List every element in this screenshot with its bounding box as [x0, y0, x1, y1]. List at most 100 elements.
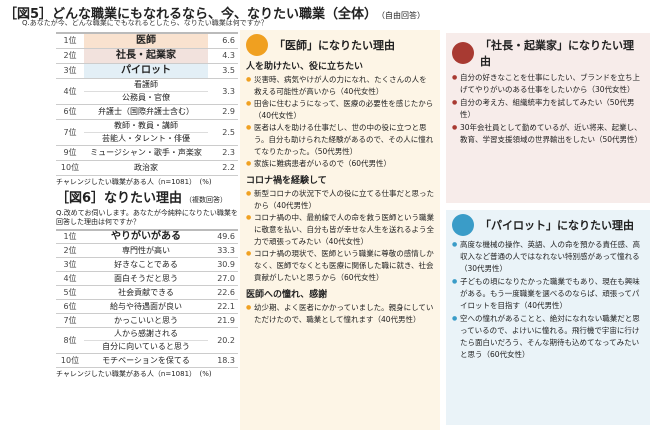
reason-item: 田舎に住むようになって、医療の必要性を感じたから（40代女性）: [246, 98, 434, 122]
section-heading: 人を助けたい、役に立ちたい: [246, 62, 364, 72]
rank-cell: 5位: [56, 285, 84, 300]
rank-cell: 10位: [56, 160, 84, 176]
item-label: 人から感謝される: [114, 329, 178, 338]
reason-item: 高度な機械の操作、英語、人の命を預かる責任感、高収入など普通の人ではなれない特別…: [452, 239, 644, 275]
item-label: やりがいがある: [111, 230, 181, 242]
rank-cell: 2位: [56, 48, 84, 64]
rank-cell: 6位: [56, 104, 84, 120]
value-cell: 2.5: [208, 119, 238, 146]
rank-cell: 9位: [56, 145, 84, 161]
title-text: ［図6］なりたい理由: [56, 190, 183, 206]
item-label: 面白そうだと思う: [114, 273, 178, 283]
item-label: かっこいいと思う: [114, 315, 178, 325]
item-cell: 人から感謝される自分に向いていると思う: [84, 327, 208, 354]
panel-title: 「パイロット」になりたい理由: [480, 219, 634, 232]
item-label: パイロット: [121, 64, 171, 76]
item-label: 医師: [136, 34, 156, 46]
item-label: 教師・教員・講師: [114, 120, 178, 130]
value-cell: 22.1: [208, 299, 238, 314]
title-text: ［図5］どんな職業にもなれるなら、今、なりたい職業（全体）: [4, 7, 378, 22]
table-row: 10位 政治家 2.2: [56, 160, 238, 176]
rank-cell: 6位: [56, 299, 84, 314]
reason-item: コロナ禍の中、最前線で人の命を救う医師という職業に敬意を払い、自分も皆が幸せな人…: [246, 212, 434, 248]
rank-cell: 1位: [56, 33, 84, 49]
rank-cell: 4位: [56, 271, 84, 286]
value-cell: 22.6: [208, 285, 238, 300]
value-cell: 3.3: [208, 78, 238, 105]
rank-cell: 7位: [56, 313, 84, 328]
item-label: 芸能人・タレント・俳優: [84, 131, 208, 145]
doctor-avatar-icon: [246, 34, 268, 56]
reason-item: 災害時、病気やけが人の力になれ、たくさんの人を救える可能性が高いから（40代女性…: [246, 74, 434, 98]
section-heading: 医師への憧れ、感謝: [246, 290, 328, 300]
table-row: 7位 かっこいいと思う 21.9: [56, 313, 238, 328]
table-row: 4位 面白そうだと思う 27.0: [56, 271, 238, 286]
value-cell: 2.9: [208, 104, 238, 120]
title-note: （自由回答）: [381, 11, 426, 20]
reason-item: 医者は人を助ける仕事だし、世の中の役に立つと思う。自分も助けられた経験があるので…: [246, 122, 434, 158]
value-cell: 2.2: [208, 160, 238, 176]
rank-cell: 8位: [56, 327, 84, 354]
table-row: 9位 ミュージシャン・歌手・声楽家 2.3: [56, 145, 238, 161]
table-row: 4位 看護師 公務員・官僚 3.3: [56, 78, 238, 105]
figure6-footnote: チャレンジしたい職業がある人（n=1081） (%): [56, 370, 212, 378]
item-label: 政治家: [134, 162, 158, 172]
item-label: 弁護士（国際弁護士含む）: [98, 106, 194, 116]
value-cell: 21.9: [208, 313, 238, 328]
item-cell: 給与や待遇面が良い: [84, 299, 208, 314]
reason-item: 幼少期、よく医者にかかっていました。親身にしていただけたので、職業として憧れます…: [246, 302, 434, 326]
table-row: 8位 人から感謝される 自分に向いていると思う 20.2: [56, 327, 238, 354]
figure5-footnote: チャレンジしたい職業がある人（n=1081） (%): [56, 177, 212, 186]
table-row: 10位 モチベーションを保てる 18.3: [56, 353, 238, 368]
rank-cell: 3位: [56, 63, 84, 79]
item-cell: 政治家: [84, 160, 208, 176]
value-cell: 2.3: [208, 145, 238, 161]
reason-item: コロナ禍の現状で、医師という職業に尊敬の感情しかなく、医師でなくとも医療に関係し…: [246, 248, 434, 284]
item-cell: パイロット: [84, 63, 208, 79]
table-row: 6位 給与や待遇面が良い 22.1: [56, 299, 238, 314]
table-row: 3位 パイロット 3.5: [56, 63, 238, 79]
rank-cell: 7位: [56, 119, 84, 146]
value-cell: 6.6: [208, 33, 238, 49]
rank-cell: 10位: [56, 353, 84, 368]
item-cell: かっこいいと思う: [84, 313, 208, 328]
item-label: 専門性が高い: [122, 245, 170, 255]
table-row: 1位 医師 6.6: [56, 33, 238, 49]
item-cell: 医師: [84, 33, 208, 49]
figure6-question: Q.改めてお伺いします。あなたが今純粋になりたい職業を回答した理由は何ですか？: [56, 208, 238, 226]
item-label: 社長・起業家: [116, 49, 176, 61]
table-row: 7位 教師・教員・講師 芸能人・タレント・俳優 2.5: [56, 119, 238, 146]
title-note: （複数回答）: [185, 195, 228, 204]
item-cell: 社長・起業家: [84, 48, 208, 64]
pilot-avatar-icon: [452, 214, 474, 236]
reason-item: 家族に難病患者がいるので（60代男性）: [246, 158, 434, 170]
figure5-title: ［図5］どんな職業にもなれるなら、今、なりたい職業（全体） （自由回答）: [4, 3, 425, 22]
value-cell: 4.3: [208, 48, 238, 64]
item-label: ミュージシャン・歌手・声楽家: [90, 147, 202, 157]
item-cell: 専門性が高い: [84, 243, 208, 258]
value-cell: 30.9: [208, 257, 238, 272]
reason-item: 新型コロナの状況下で人の役に立てる仕事だと思ったから（40代男性）: [246, 188, 434, 212]
value-cell: 33.3: [208, 243, 238, 258]
figure6-title: ［図6］なりたい理由 （複数回答）: [56, 191, 238, 208]
left-column: 1位 医師 6.6 2位 社長・起業家 4.3 3位 パイロット 3.5 4位 看護師 公務員・官僚 3…: [56, 32, 238, 379]
value-cell: 3.5: [208, 63, 238, 79]
panel-title: 「医師」になりたい理由: [274, 39, 395, 52]
doctor-reasons-panel: 「医師」になりたい理由 人を助けたい、役に立ちたい災害時、病気やけが人の力になれ…: [240, 30, 440, 430]
item-label: 自分に向いていると思う: [84, 340, 208, 353]
item-cell: 社会貢献できる: [84, 285, 208, 300]
table-row: 2位 社長・起業家 4.3: [56, 48, 238, 64]
reason-item: 30年会社員として勤めているが、近い将来、起業し、教育、学習支援領域の世界輸出を…: [452, 122, 644, 146]
figure5-question: Q.あなたが今、どんな職業にでもなれるとしたら、なりたい職業は何ですか？: [22, 19, 268, 27]
pilot-reasons-panel: 「パイロット」になりたい理由 高度な機械の操作、英語、人の命を預かる責任感、高収…: [446, 210, 650, 425]
rank-cell: 3位: [56, 257, 84, 272]
item-cell: やりがいがある: [84, 229, 208, 244]
item-cell: ミュージシャン・歌手・声楽家: [84, 145, 208, 161]
value-cell: 27.0: [208, 271, 238, 286]
businessman-avatar-icon: [452, 42, 474, 64]
reason-item: 空への憧れがあることと、絶対になれない職業だと思っているので、よけいに憧れる。飛…: [452, 313, 644, 361]
reason-ranking-table: 1位 やりがいがある 49.6 2位 専門性が高い 33.3 3位 好きなことである 30.9 4…: [56, 228, 238, 368]
rank-cell: 1位: [56, 229, 84, 244]
table-row: 5位 社会貢献できる 22.6: [56, 285, 238, 300]
table-row: 2位 専門性が高い 33.3: [56, 243, 238, 258]
